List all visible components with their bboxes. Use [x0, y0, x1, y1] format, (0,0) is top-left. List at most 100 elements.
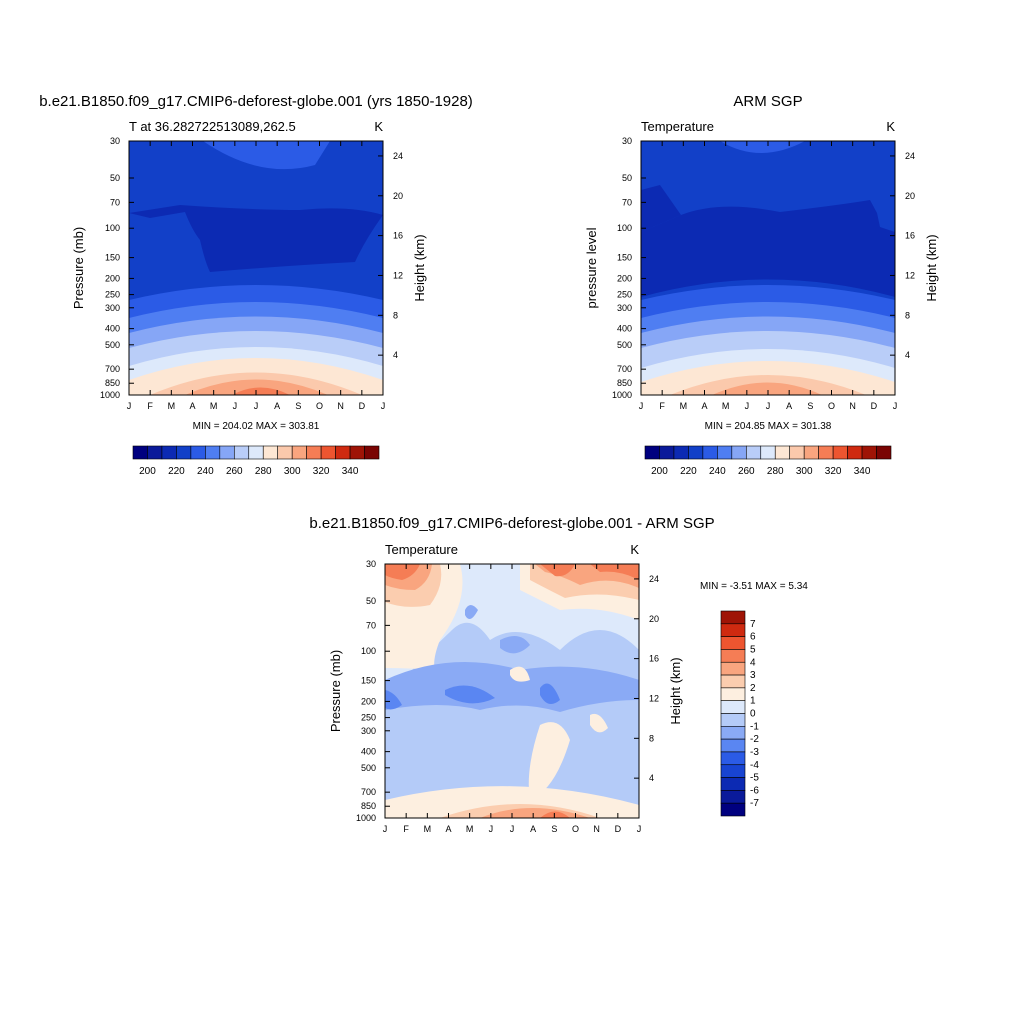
panel-model-y-tick-label: 70 [110, 197, 120, 207]
panel-obs-contours [641, 141, 895, 395]
panel-diff-colorbar-label: 3 [750, 670, 756, 681]
panel-obs-unit: K [886, 119, 895, 134]
panel-model-y-tick-label: 30 [110, 136, 120, 146]
panel-obs-colorbar-swatch [832, 445, 848, 460]
panel-diff-colorbar-label: -1 [750, 721, 759, 732]
panel-model-colorbar-swatch [349, 445, 365, 460]
panel-obs-minmax: MIN = 204.85 MAX = 301.38 [705, 421, 832, 432]
panel-obs-x-tick-label: A [701, 401, 707, 411]
panel-diff-colorbar-swatch [720, 713, 746, 727]
panel-obs-y-right-tick-label: 8 [905, 310, 910, 320]
panel-diff-y-tick-label: 300 [361, 726, 376, 736]
panel-obs-axes: J F M A M J J A S O N D J 30 50 70 100 150 200 250 300 400 500… [612, 136, 915, 411]
panel-model-colorbar-label: 340 [342, 466, 359, 477]
panel-model-x-tick-label: A [274, 401, 280, 411]
panel-obs-x-tick-label: D [871, 401, 878, 411]
panel-obs: ARM SGP Temperature K J F M A M J J A S O N D J 30 50 7… [584, 93, 939, 477]
panel-obs-y-right-tick-label: 16 [905, 231, 915, 241]
panel-model-x-tick-label: N [337, 401, 344, 411]
panel-diff-x-tick-label: J [489, 824, 494, 834]
panel-obs-x-tick-label: M [680, 401, 688, 411]
panel-model-x-tick-label: F [147, 401, 153, 411]
panel-diff-x-tick-label: M [424, 824, 432, 834]
panel-diff-contours [385, 564, 639, 818]
panel-diff-colorbar-label: -7 [750, 798, 759, 809]
panel-diff-x-tick-label: M [466, 824, 474, 834]
panel-model-x-tick-label: M [168, 401, 176, 411]
panel-diff-colorbar-swatch [720, 636, 746, 650]
panel-obs-x-tick-label: J [639, 401, 644, 411]
panel-obs-colorbar-label: 340 [854, 466, 871, 477]
panel-model-colorbar-swatch [147, 445, 163, 460]
panel-model-x-tick-label: J [127, 401, 132, 411]
panel-diff-colorbar-swatch [720, 726, 746, 740]
panel-obs-x-tick-label: J [893, 401, 898, 411]
panel-model-colorbar-swatch [364, 445, 380, 460]
panel-model-colorbar-swatch [190, 445, 206, 460]
panel-diff-y-tick-label: 850 [361, 801, 376, 811]
panel-model-y-tick-label: 200 [105, 273, 120, 283]
panel-obs-colorbar-label: 300 [796, 466, 813, 477]
panel-diff-colorbar-label: -4 [750, 760, 759, 771]
panel-diff-y-right-tick-label: 16 [649, 654, 659, 664]
panel-obs-colorbar-swatch [876, 445, 892, 460]
panel-obs-colorbar-label: 260 [738, 466, 755, 477]
panel-model-field-label: T at 36.282722513089,262.5 [129, 119, 296, 134]
panel-obs-y-tick-label: 200 [617, 273, 632, 283]
panel-model-y-tick-label: 300 [105, 303, 120, 313]
panel-obs-y-right-tick-label: 12 [905, 270, 915, 280]
panel-model: b.e21.B1850.f09_g17.CMIP6-deforest-globe… [39, 93, 473, 477]
panel-obs-colorbar-swatch [760, 445, 776, 460]
panel-obs-colorbar-swatch [673, 445, 689, 460]
panel-obs-y-tick-label: 400 [617, 324, 632, 334]
panel-obs-colorbar-swatch [731, 445, 747, 460]
panel-diff-y-tick-label: 100 [361, 646, 376, 656]
panel-obs-colorbar-label: 320 [825, 466, 842, 477]
panel-obs-y-tick-label: 500 [617, 340, 632, 350]
panel-diff-colorbar-label: 1 [750, 696, 756, 707]
panel-diff-y-tick-label: 400 [361, 747, 376, 757]
panel-diff-colorbar-label: 4 [750, 657, 756, 668]
panel-model-y-tick-label: 50 [110, 173, 120, 183]
panel-diff-colorbar-label: -5 [750, 773, 759, 784]
panel-obs-x-tick-label: S [807, 401, 813, 411]
panel-model-colorbar-swatch [320, 445, 336, 460]
panel-obs-y-tick-label: 300 [617, 303, 632, 313]
panel-diff-y-right-tick-label: 20 [649, 614, 659, 624]
panel-model-y-right-tick-label: 12 [393, 270, 403, 280]
panel-model-minmax: MIN = 204.02 MAX = 303.81 [193, 421, 320, 432]
panel-obs-colorbar-swatch [861, 445, 877, 460]
panel-diff-y-right-tick-label: 8 [649, 733, 654, 743]
panel-obs-y-tick-label: 50 [622, 173, 632, 183]
panel-model-y-tick-label: 1000 [100, 390, 120, 400]
panel-model-colorbar-label: 300 [284, 466, 301, 477]
panel-model-y-tick-label: 100 [105, 223, 120, 233]
panel-diff-colorbar-swatch [720, 802, 746, 817]
panel-diff-y-tick-label: 500 [361, 763, 376, 773]
panel-diff-colorbar-swatch [720, 777, 746, 791]
panel-model-y-tick-label: 850 [105, 378, 120, 388]
panel-model-axes: J F M A M J J A S O N D J 30 50 70 100 150 200 250 300 400 500… [100, 136, 403, 411]
panel-model-colorbar: 200 220 240 260 280 300 320 340 [132, 445, 380, 477]
panel-model-colorbar-swatch [248, 445, 264, 460]
panel-diff-colorbar-swatch [720, 700, 746, 714]
panel-diff-colorbar-swatch [720, 790, 746, 804]
panel-obs-colorbar-swatch [717, 445, 733, 460]
panel-obs-colorbar-swatch [789, 445, 805, 460]
panel-model-colorbar-swatch [176, 445, 192, 460]
panel-obs-y-tick-label: 700 [617, 364, 632, 374]
panel-model-y-tick-label: 500 [105, 340, 120, 350]
panel-diff-ylabel: Pressure (mb) [328, 650, 343, 732]
panel-diff-colorbar-swatch [720, 649, 746, 663]
panel-diff-minmax: MIN = -3.51 MAX = 5.34 [700, 581, 808, 592]
panel-diff-colorbar-label: 5 [750, 644, 756, 655]
panel-model-x-tick-label: J [233, 401, 238, 411]
panel-model-title: b.e21.B1850.f09_g17.CMIP6-deforest-globe… [39, 93, 473, 110]
panel-obs-colorbar-swatch [803, 445, 819, 460]
panel-model-y-right-tick-label: 16 [393, 231, 403, 241]
panel-diff-colorbar-label: 7 [750, 619, 756, 630]
panel-diff-colorbar-swatch [720, 751, 746, 766]
panel-model-y-right-tick-label: 4 [393, 350, 398, 360]
panel-model-contours [129, 141, 383, 395]
